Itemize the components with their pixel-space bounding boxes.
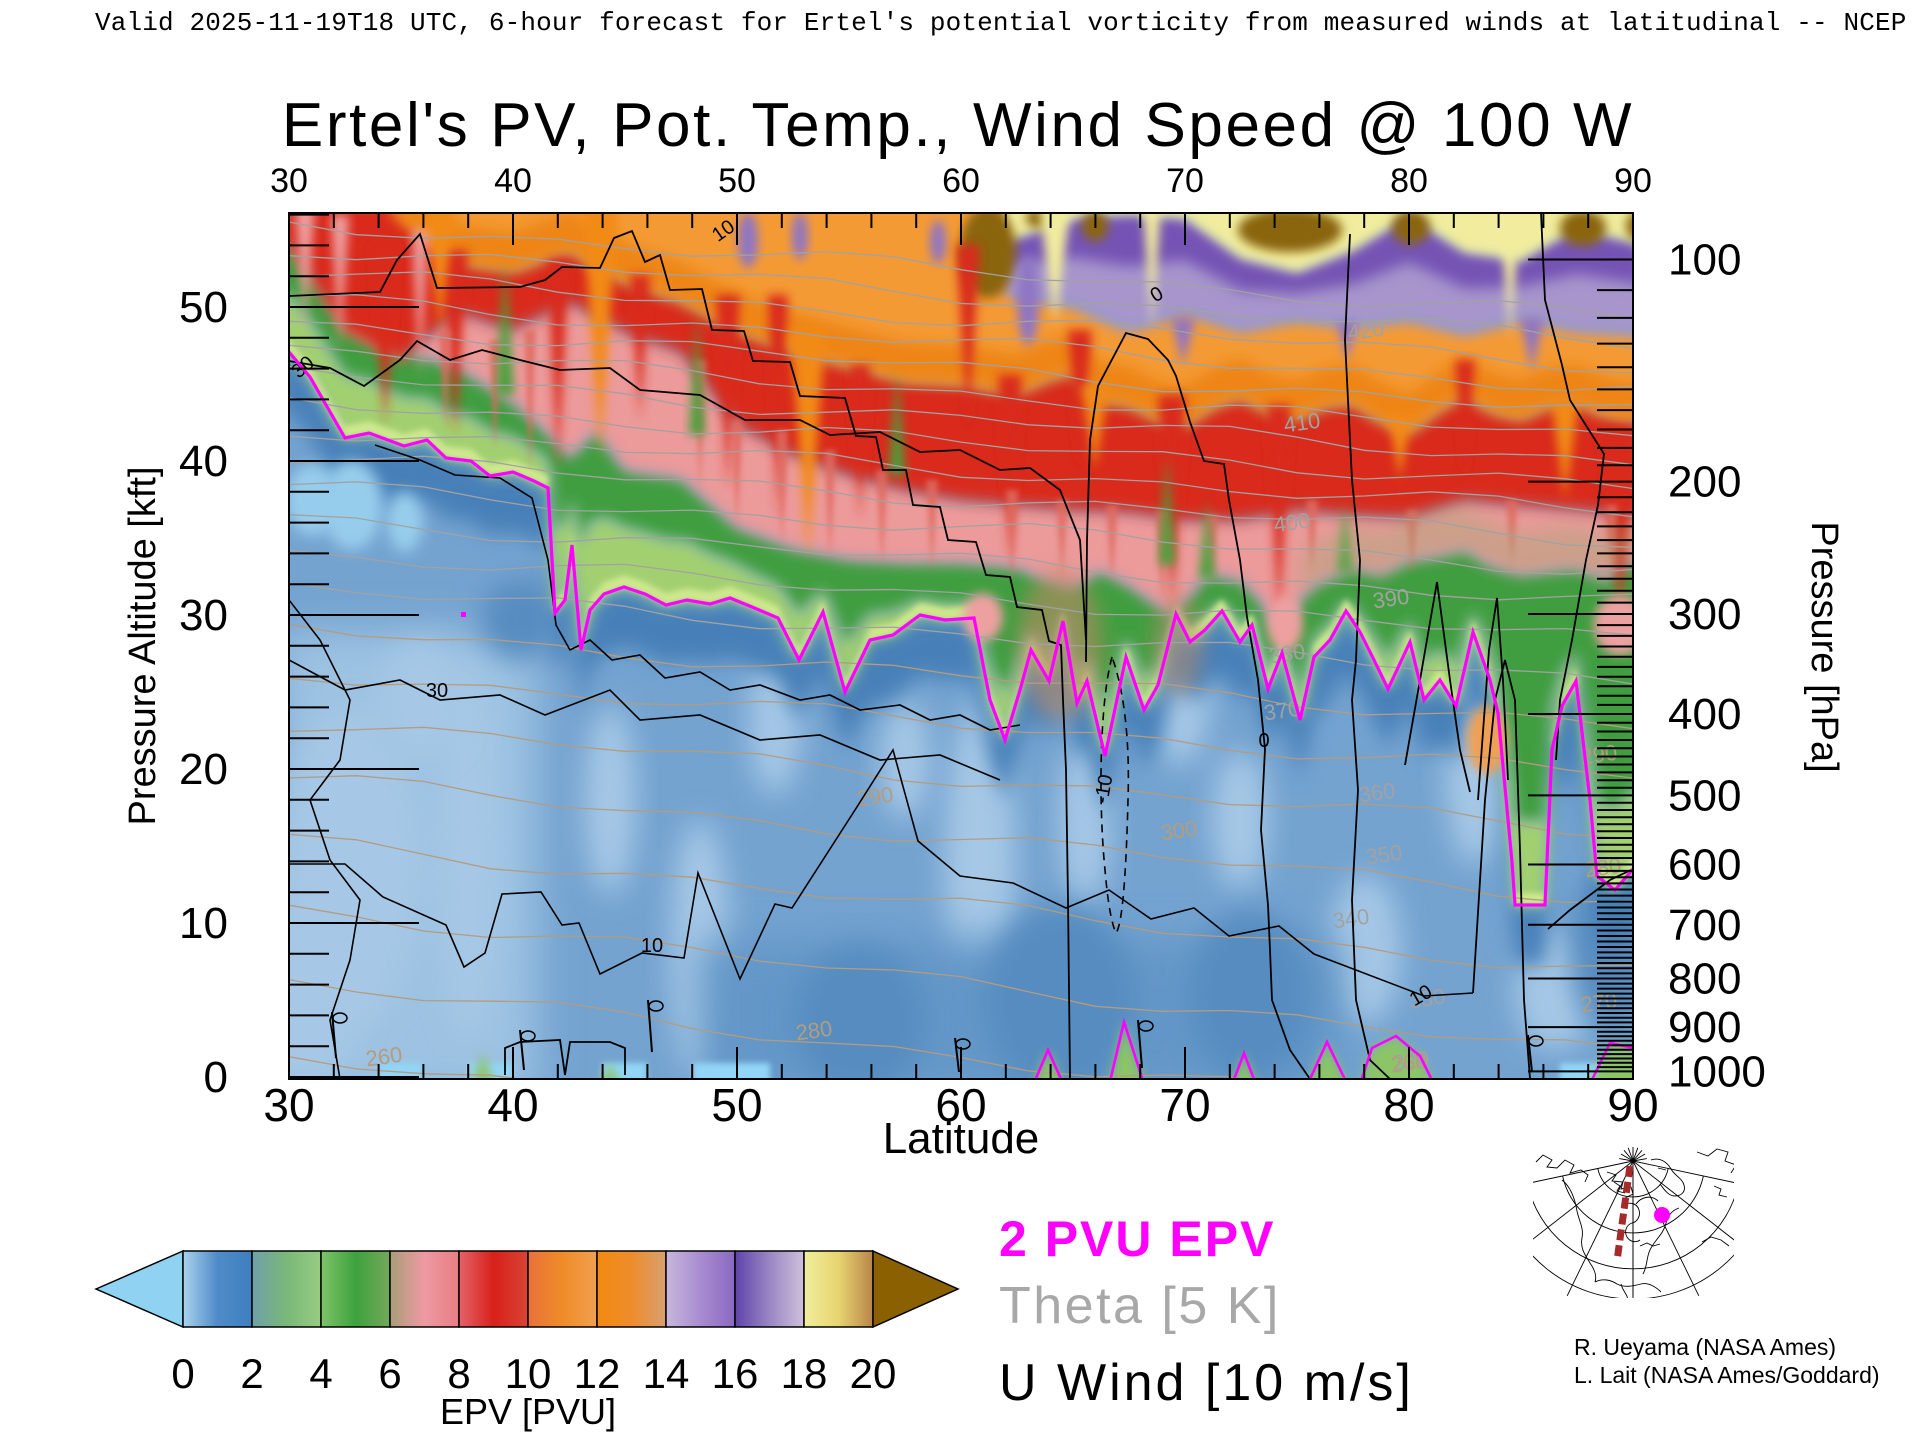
svg-text:Valid 2025-11-19T18 UTC, 6-hou: Valid 2025-11-19T18 UTC, 6-hour forecast…: [95, 8, 1907, 38]
svg-text:1000: 1000: [1668, 1047, 1766, 1096]
svg-text:50: 50: [711, 1079, 762, 1131]
svg-text:80: 80: [1383, 1079, 1434, 1131]
svg-text:40: 40: [179, 437, 228, 486]
svg-text:2: 2: [240, 1350, 263, 1397]
svg-text:70: 70: [1166, 162, 1204, 200]
svg-text:8: 8: [447, 1350, 470, 1397]
svg-text:40: 40: [494, 162, 532, 200]
svg-text:90: 90: [1607, 1079, 1658, 1131]
svg-text:30: 30: [270, 162, 308, 200]
svg-text:6: 6: [378, 1350, 401, 1397]
svg-text:30: 30: [179, 591, 228, 640]
svg-text:18: 18: [781, 1350, 828, 1397]
svg-text:16: 16: [712, 1350, 759, 1397]
svg-text:12: 12: [574, 1350, 621, 1397]
svg-text:30: 30: [263, 1079, 314, 1131]
svg-text:410: 410: [1282, 408, 1322, 438]
svg-text:80: 80: [1390, 162, 1428, 200]
svg-text:R. Ueyama (NASA Ames): R. Ueyama (NASA Ames): [1574, 1334, 1836, 1360]
svg-text:50: 50: [179, 283, 228, 332]
svg-text:350: 350: [1364, 840, 1404, 870]
svg-text:Latitude: Latitude: [883, 1114, 1040, 1163]
svg-text:-10: -10: [1091, 773, 1118, 805]
svg-text:30: 30: [426, 680, 448, 702]
svg-text:50: 50: [718, 162, 756, 200]
svg-text:390: 390: [1371, 584, 1411, 614]
svg-text:600: 600: [1668, 840, 1741, 889]
svg-text:4: 4: [309, 1350, 332, 1397]
svg-text:60: 60: [935, 1079, 986, 1131]
svg-text:0: 0: [1258, 730, 1269, 752]
svg-text:280: 280: [794, 1016, 834, 1046]
svg-text:360: 360: [1357, 778, 1397, 808]
svg-text:300: 300: [1668, 590, 1741, 639]
svg-text:300: 300: [1159, 816, 1199, 846]
svg-text:700: 700: [1668, 901, 1741, 950]
svg-text:330: 330: [1407, 984, 1447, 1014]
svg-text:L. Lait (NASA Ames/Goddard): L. Lait (NASA Ames/Goddard): [1574, 1362, 1880, 1388]
svg-text:90: 90: [1614, 162, 1652, 200]
svg-text:420: 420: [1346, 316, 1386, 346]
svg-text:260: 260: [364, 1042, 404, 1072]
svg-text:70: 70: [1159, 1079, 1210, 1131]
svg-text:400: 400: [1668, 690, 1741, 739]
svg-text:800: 800: [1668, 955, 1741, 1004]
svg-text:Pressure [hPa]: Pressure [hPa]: [1803, 521, 1845, 772]
svg-text:EPV [PVU]: EPV [PVU]: [440, 1391, 616, 1432]
svg-text:900: 900: [1668, 1003, 1741, 1052]
svg-text:10: 10: [179, 899, 228, 948]
svg-text:320: 320: [1391, 1046, 1431, 1076]
svg-text:100: 100: [1668, 236, 1741, 285]
svg-text:200: 200: [1668, 458, 1741, 507]
svg-text:500: 500: [1668, 771, 1741, 820]
svg-text:U Wind [10 m/s]: U Wind [10 m/s]: [999, 1354, 1414, 1412]
svg-text:60: 60: [942, 162, 980, 200]
svg-text:Pressure Altitude [kft]: Pressure Altitude [kft]: [122, 466, 164, 825]
svg-text:2 PVU EPV: 2 PVU EPV: [999, 1211, 1275, 1267]
svg-text:290: 290: [855, 782, 895, 812]
svg-text:0: 0: [171, 1350, 194, 1397]
svg-text:Theta [5 K]: Theta [5 K]: [999, 1277, 1281, 1335]
svg-text:14: 14: [643, 1350, 690, 1397]
svg-text:400: 400: [1272, 508, 1312, 538]
svg-text:40: 40: [487, 1079, 538, 1131]
svg-text:10: 10: [641, 935, 663, 957]
svg-text:0: 0: [204, 1053, 228, 1102]
svg-text:340: 340: [1331, 904, 1371, 934]
svg-text:20: 20: [850, 1350, 897, 1397]
svg-text:20: 20: [179, 745, 228, 794]
svg-text:Ertel's PV, Pot. Temp., Wind S: Ertel's PV, Pot. Temp., Wind Speed @ 100…: [282, 91, 1634, 160]
svg-text:10: 10: [505, 1350, 552, 1397]
svg-text:380: 380: [1267, 639, 1307, 669]
